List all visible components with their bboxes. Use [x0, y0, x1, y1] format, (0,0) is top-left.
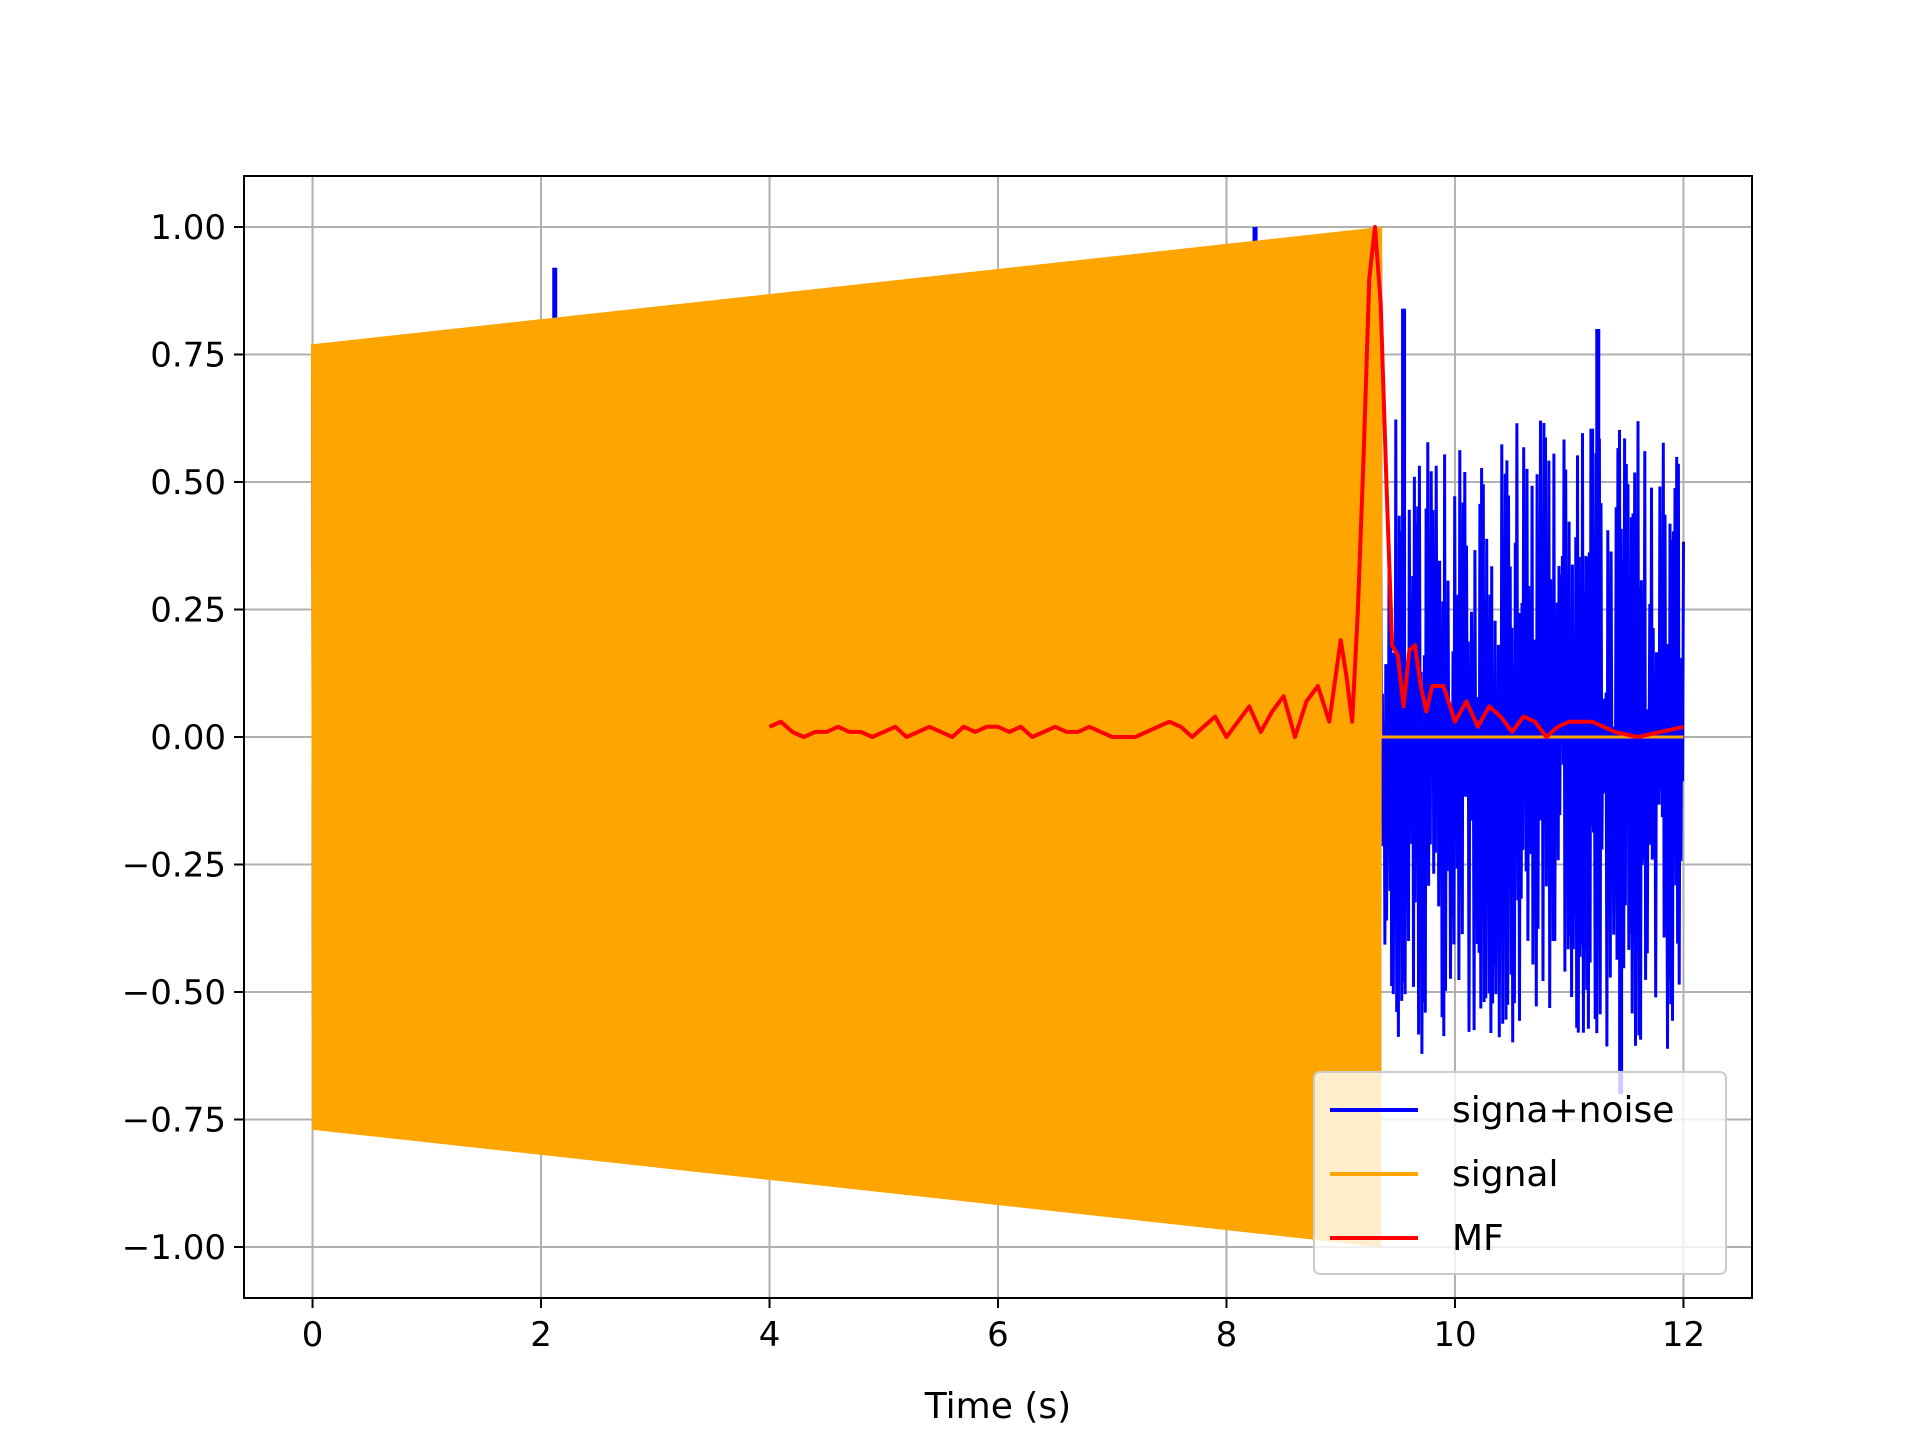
series-line-mf — [768, 225, 1684, 739]
legend-label: signal — [1452, 1154, 1559, 1195]
x-tick-label: 0 — [302, 1315, 324, 1355]
legend-label: signa+noise — [1452, 1090, 1674, 1131]
y-tick-label: −1.00 — [122, 1228, 226, 1268]
x-tick-label: 12 — [1662, 1315, 1705, 1355]
legend-box — [1313, 1071, 1727, 1275]
y-tick-label: −0.75 — [122, 1101, 226, 1141]
y-tick-label: −0.50 — [122, 973, 226, 1013]
x-axis-label: Time (s) — [924, 1386, 1071, 1427]
series-layer — [311, 225, 1685, 1247]
x-tick-label: 6 — [987, 1315, 1009, 1355]
y-tick-label: 0.25 — [150, 591, 226, 631]
ticks: 0 2 4 6 8 10 12 1.00 0.75 0.50 0.25 0.00 −0.25 −0.50 −… — [122, 208, 1705, 1355]
legend: signa+noise signal MF — [1313, 1071, 1727, 1275]
x-tick-label: 4 — [759, 1315, 781, 1355]
y-tick-label: −0.25 — [122, 846, 226, 886]
legend-label: MF — [1452, 1218, 1504, 1259]
y-tick-label: 0.50 — [150, 463, 226, 503]
x-tick-label: 2 — [530, 1315, 552, 1355]
x-tick-label: 8 — [1216, 1315, 1238, 1355]
y-tick-label: 0.75 — [150, 336, 226, 376]
y-tick-label: 0.00 — [150, 718, 226, 758]
y-tick-label: 1.00 — [150, 208, 226, 248]
x-tick-label: 10 — [1433, 1315, 1476, 1355]
series-line-signal — [311, 226, 1684, 1247]
